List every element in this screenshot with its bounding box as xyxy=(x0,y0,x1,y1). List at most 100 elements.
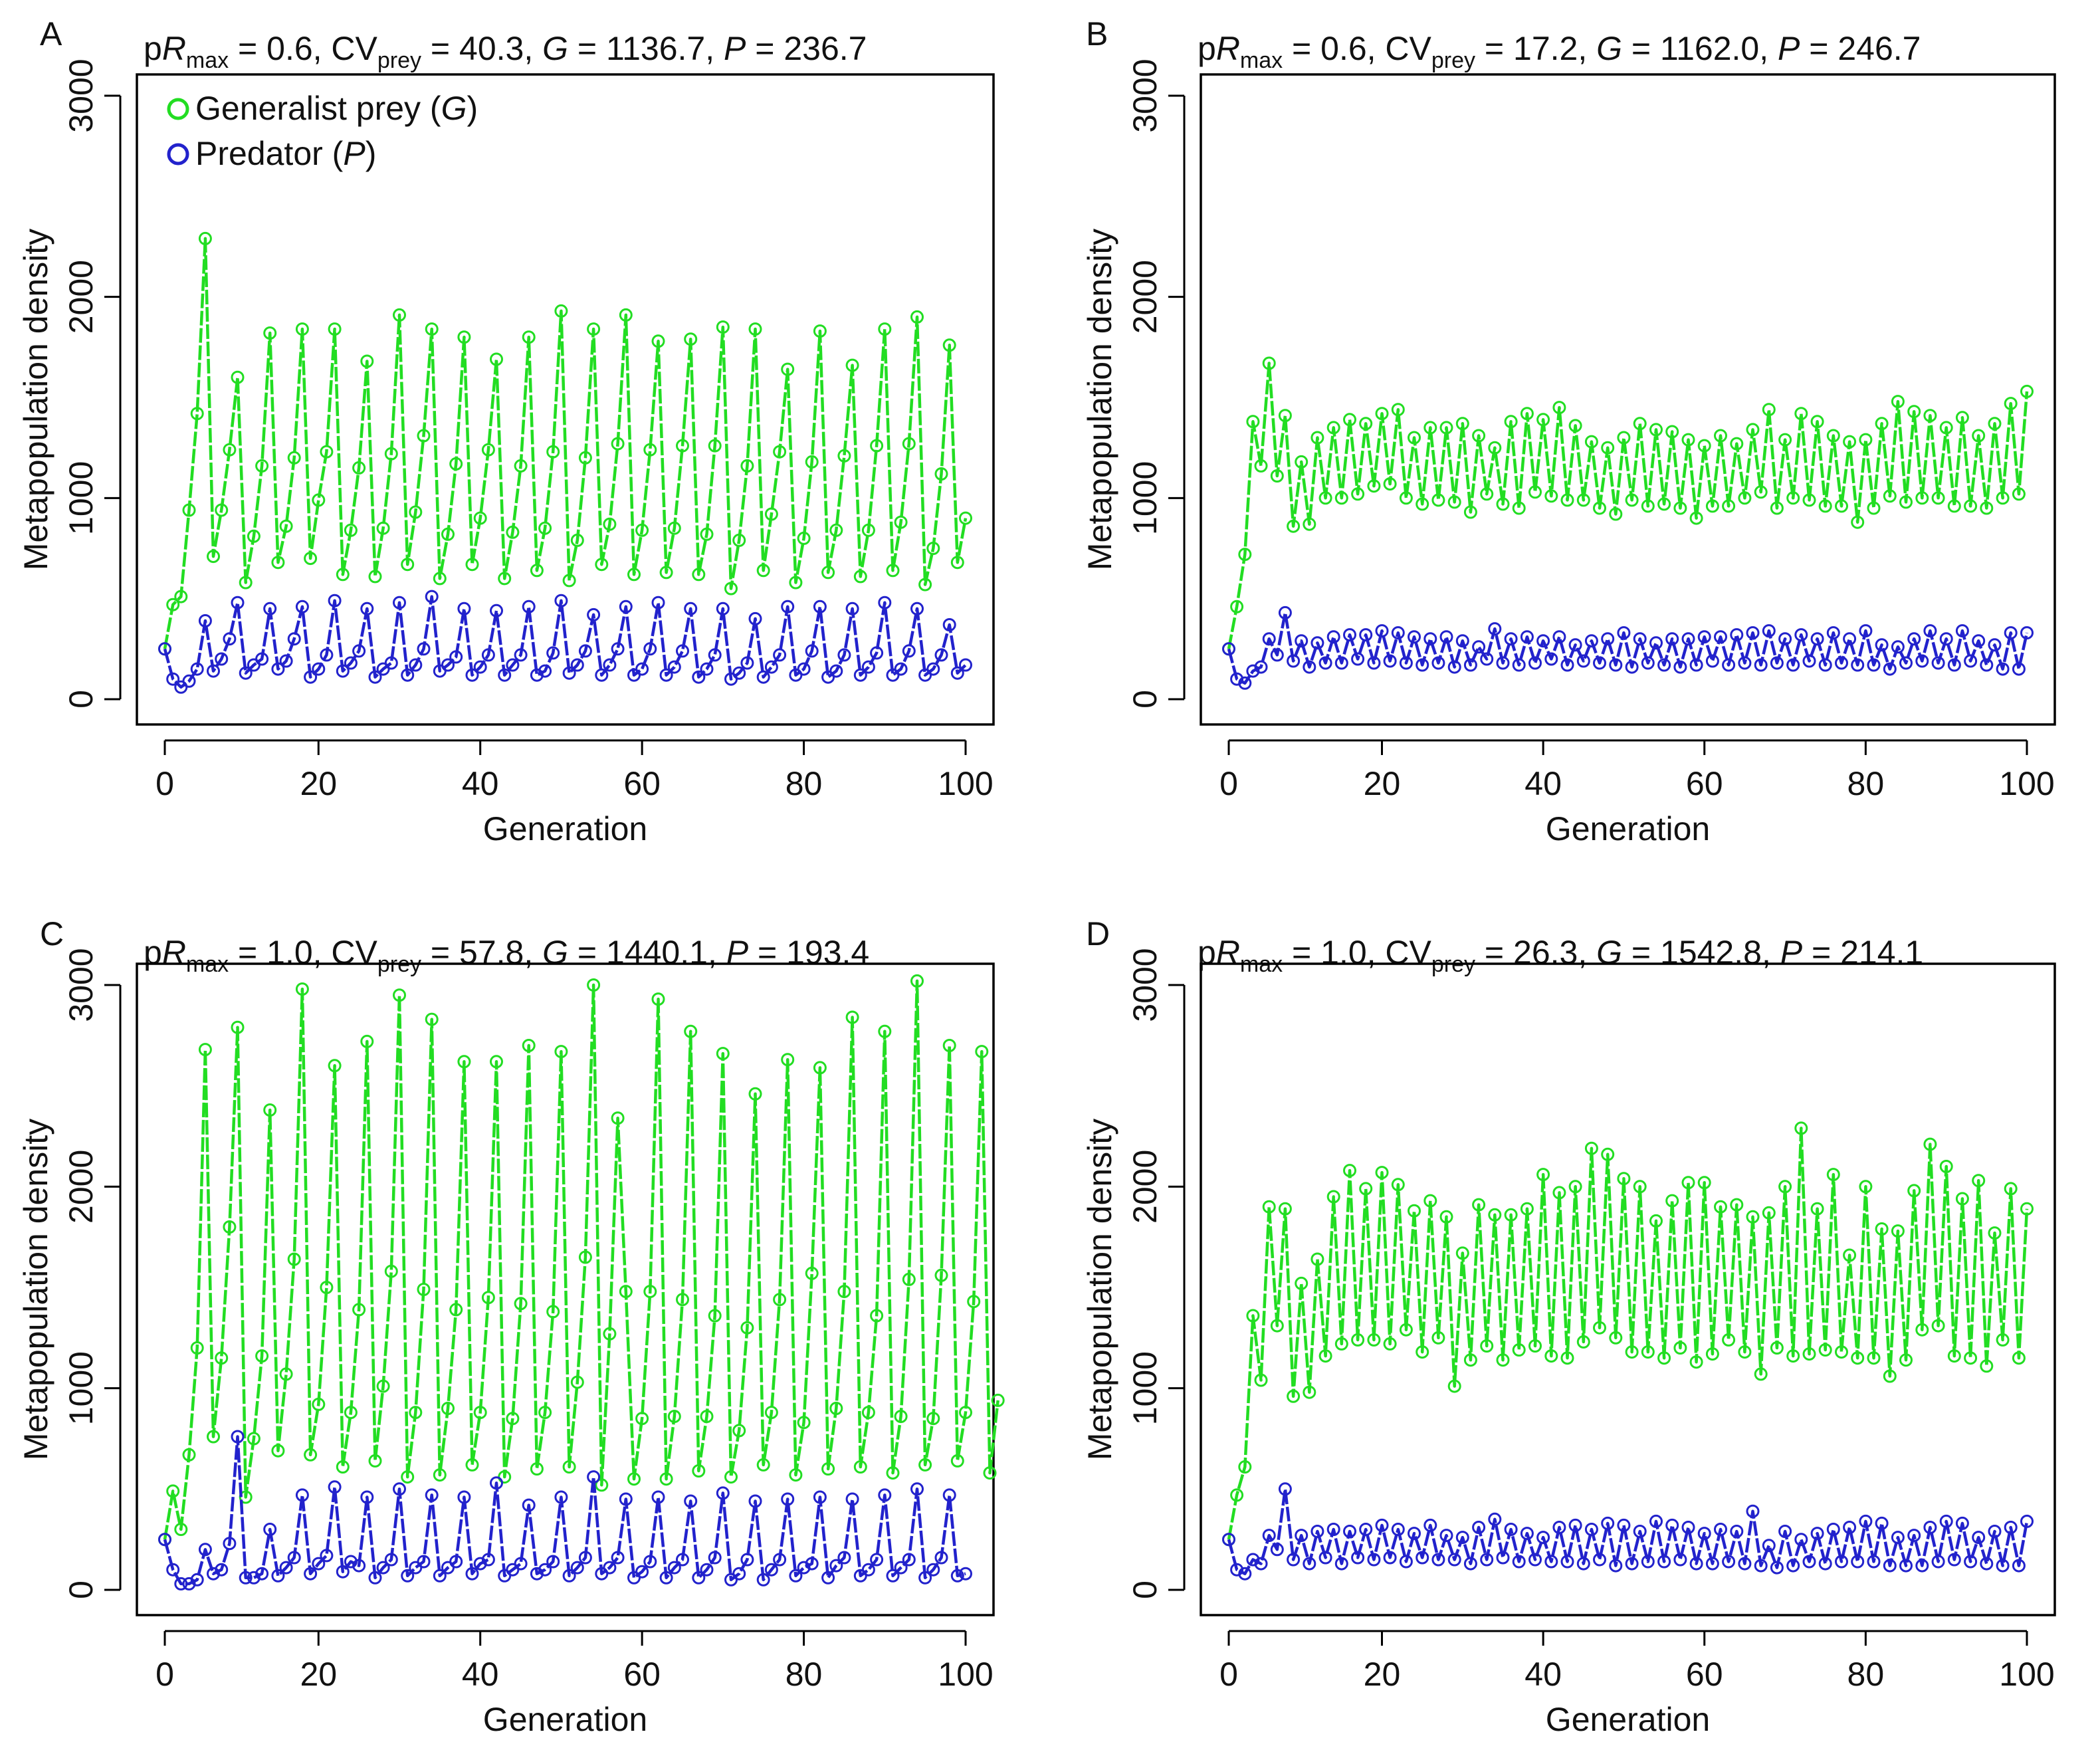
data-point xyxy=(1609,1559,1623,1573)
data-point xyxy=(1907,1529,1921,1543)
data-point xyxy=(166,1563,180,1577)
data-point xyxy=(1270,1543,1284,1557)
data-point xyxy=(837,1551,851,1565)
data-point xyxy=(352,644,366,658)
data-point xyxy=(1714,1523,1727,1536)
data-point xyxy=(360,354,374,368)
data-point xyxy=(740,1321,754,1335)
legend: Generalist prey (G) Predator (P) xyxy=(167,90,478,172)
data-point xyxy=(433,572,447,586)
data-point xyxy=(2020,626,2034,640)
data-point xyxy=(174,1577,188,1591)
data-point xyxy=(1496,1551,1510,1565)
data-point xyxy=(425,1012,439,1026)
data-point xyxy=(1472,640,1486,654)
data-point xyxy=(595,1478,609,1492)
data-point xyxy=(1222,1533,1235,1547)
data-point xyxy=(1512,1343,1526,1357)
data-point xyxy=(1254,459,1268,473)
data-point xyxy=(773,648,787,662)
data-point xyxy=(1649,1514,1663,1528)
x-axis-label: Generation xyxy=(1546,810,1710,847)
data-point xyxy=(1931,1319,1945,1333)
data-point xyxy=(1665,425,1679,439)
data-point xyxy=(409,505,423,519)
data-point xyxy=(1480,652,1494,666)
data-point xyxy=(1859,1180,1873,1194)
data-point xyxy=(1560,493,1574,507)
data-point xyxy=(1625,1557,1639,1571)
data-point xyxy=(457,602,471,615)
data-point xyxy=(295,322,309,336)
data-point xyxy=(1762,403,1776,417)
data-point xyxy=(1311,431,1324,445)
data-point xyxy=(570,658,584,672)
data-point xyxy=(1923,409,1937,423)
data-point xyxy=(894,1410,908,1424)
data-point xyxy=(1955,1192,1969,1206)
data-point xyxy=(279,1367,293,1381)
chart-title: pRmax = 0.6, CVprey = 17.2, G = 1162.0, … xyxy=(1198,30,1921,73)
data-point xyxy=(1730,1525,1744,1538)
data-point xyxy=(1472,1198,1486,1212)
data-point xyxy=(1287,1389,1301,1403)
data-point xyxy=(1463,1557,1477,1571)
data-point xyxy=(1931,1555,1945,1569)
data-point xyxy=(902,437,916,451)
data-point xyxy=(1512,658,1526,672)
data-point xyxy=(1431,656,1445,670)
data-point xyxy=(304,552,318,566)
data-point xyxy=(1488,1208,1502,1222)
data-point xyxy=(287,1551,301,1565)
data-point xyxy=(490,1055,503,1069)
data-point xyxy=(1383,477,1397,491)
data-point xyxy=(781,600,795,613)
data-point xyxy=(1359,1523,1373,1536)
data-point xyxy=(1851,1555,1865,1569)
data-point xyxy=(1778,632,1792,646)
data-point xyxy=(805,1266,819,1280)
chart-title: pRmax = 1.0, CVprey = 26.3, G = 1542.8, … xyxy=(1198,934,1923,977)
data-point xyxy=(198,231,212,245)
data-point xyxy=(1818,1343,1832,1357)
data-point xyxy=(821,1571,835,1585)
data-point xyxy=(684,1024,698,1038)
data-point xyxy=(692,1464,706,1478)
series-prey xyxy=(1222,356,2034,656)
data-point xyxy=(708,1551,722,1565)
y-tick-label: 1000 xyxy=(1126,461,1164,535)
data-point xyxy=(878,1024,892,1038)
series-predator xyxy=(1222,1482,2034,1581)
data-point xyxy=(1714,1200,1727,1214)
data-point xyxy=(1455,634,1469,648)
data-point xyxy=(1287,654,1301,668)
data-point xyxy=(360,602,374,615)
data-point xyxy=(1270,469,1284,483)
data-point xyxy=(207,1430,220,1444)
data-point xyxy=(967,1295,981,1309)
data-point xyxy=(611,437,625,451)
data-point xyxy=(522,600,536,613)
data-point xyxy=(376,521,390,535)
data-point xyxy=(231,1430,245,1444)
data-point xyxy=(255,459,269,473)
data-point xyxy=(1794,1533,1808,1547)
data-point xyxy=(481,443,495,457)
data-point xyxy=(1867,658,1881,672)
data-point xyxy=(1496,656,1510,670)
data-point xyxy=(538,1563,552,1577)
data-point xyxy=(1351,487,1365,501)
data-point xyxy=(587,322,601,336)
data-point xyxy=(1230,600,1244,613)
series-predator xyxy=(158,590,972,694)
data-point xyxy=(902,1553,916,1567)
y-tick-label: 0 xyxy=(1126,1581,1164,1599)
data-point xyxy=(481,1553,495,1567)
data-point xyxy=(603,658,617,672)
data-point xyxy=(376,1561,390,1575)
data-point xyxy=(1504,632,1518,646)
data-point xyxy=(813,600,827,613)
data-point xyxy=(271,1444,285,1458)
data-point xyxy=(1843,435,1857,449)
data-point xyxy=(2012,1559,2026,1573)
